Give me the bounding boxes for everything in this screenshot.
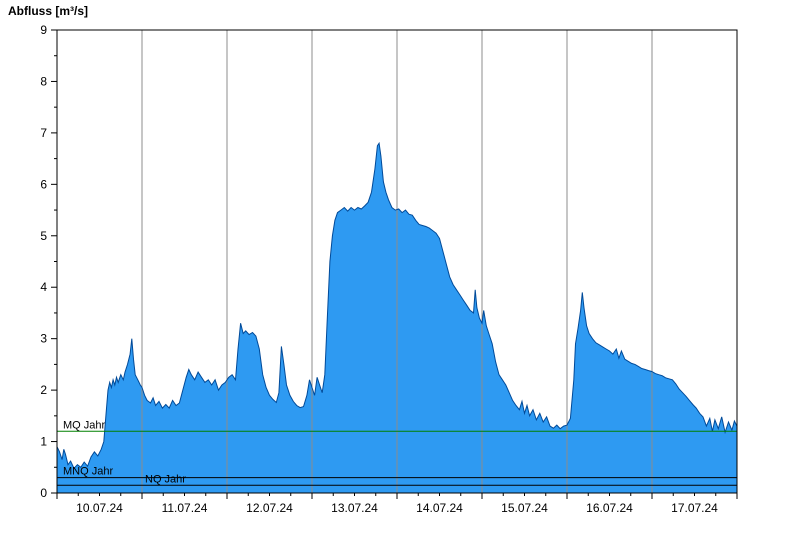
- x-tick-label: 17.07.24: [671, 501, 718, 515]
- y-tick-label: 8: [40, 74, 47, 88]
- y-tick-label: 2: [40, 383, 47, 397]
- y-tick-label: 1: [40, 435, 47, 449]
- y-tick-label: 5: [40, 229, 47, 243]
- x-tick-label: 12.07.24: [246, 501, 293, 515]
- x-tick-label: 16.07.24: [586, 501, 633, 515]
- x-tick-label: 15.07.24: [501, 501, 548, 515]
- y-tick-label: 9: [40, 23, 47, 37]
- x-tick-label: 11.07.24: [162, 501, 208, 515]
- x-tick-label: 10.07.24: [76, 501, 123, 515]
- y-tick-label: 3: [40, 332, 47, 346]
- y-tick-label: 6: [40, 177, 47, 191]
- reference-label-nq: NQ Jahr: [145, 473, 186, 485]
- chart-title: Abfluss [m³/s]: [8, 4, 89, 18]
- y-tick-label: 0: [40, 486, 47, 500]
- x-tick-label: 13.07.24: [331, 501, 378, 515]
- discharge-line: [56, 141, 738, 470]
- reference-label-mq: MQ Jahr: [63, 419, 106, 431]
- x-tick-label: 14.07.24: [416, 501, 463, 515]
- y-tick-label: 4: [40, 280, 47, 294]
- reference-label-mnq: MNQ Jahr: [63, 466, 113, 478]
- y-tick-label: 7: [40, 126, 47, 140]
